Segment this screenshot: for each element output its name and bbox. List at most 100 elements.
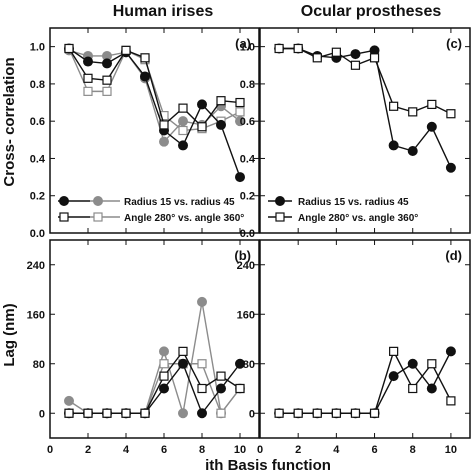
data-point	[178, 116, 188, 127]
data-point	[216, 408, 226, 418]
panel-label: (b)	[234, 248, 251, 263]
panel-label: (d)	[445, 248, 462, 263]
data-point	[350, 408, 361, 418]
y-tick-label: 240	[237, 260, 255, 272]
data-point	[216, 371, 226, 381]
y-axis-title-bottom: Lag (nm)	[1, 303, 18, 366]
plot-frame	[259, 239, 471, 439]
data-point	[235, 116, 245, 127]
data-point	[121, 408, 131, 418]
data-point	[140, 408, 150, 418]
legend-marker	[93, 196, 103, 206]
legend-marker	[275, 196, 285, 206]
data-point	[408, 383, 418, 394]
data-point	[216, 119, 226, 130]
column-title-human-irises: Human irises	[113, 3, 214, 20]
panel-c: 0.0 0.2 0.4 0.6 0.8 1.0 (c) Radius 15 vs. radiu…	[240, 27, 471, 240]
series-line	[279, 349, 452, 414]
data-point	[102, 86, 112, 96]
plot-frame	[259, 27, 471, 234]
y-tick-label: 240	[27, 260, 45, 272]
x-tick-label: 10	[445, 444, 457, 456]
data-point	[331, 47, 341, 57]
data-point	[83, 408, 93, 418]
legend-label-angle: Angle 280° vs. angle 360°	[298, 213, 418, 224]
data-point	[178, 125, 188, 136]
data-point	[64, 395, 74, 406]
data-point	[235, 97, 245, 108]
data-point	[159, 346, 169, 357]
panel-a: 0.00.20.40.60.81.0 (a)Radius 15 vs. radiu…	[30, 27, 260, 240]
data-point	[197, 383, 207, 394]
data-point	[389, 101, 399, 111]
data-point	[293, 43, 303, 54]
y-tick-label: 0.8	[30, 79, 45, 91]
data-point	[426, 121, 437, 132]
data-point	[235, 383, 245, 394]
data-point	[293, 408, 303, 418]
data-point	[235, 358, 245, 369]
panel-d: 0 2 4 6 8 10 0 80 160 240 (d)	[237, 239, 471, 456]
data-point	[216, 96, 226, 106]
series-line	[68, 48, 241, 132]
x-tick-label: 2	[295, 444, 301, 456]
data-point	[312, 53, 322, 63]
data-point	[178, 140, 188, 151]
data-point	[178, 103, 188, 113]
x-tick-label: 0	[47, 444, 53, 456]
y-tick-label: 0	[39, 408, 45, 420]
data-point	[445, 162, 456, 173]
y-tick-label: 80	[33, 359, 45, 371]
data-point	[64, 408, 74, 418]
data-point	[159, 110, 169, 121]
x-axis-title: ith Basis function	[205, 457, 331, 474]
series-line	[279, 351, 452, 414]
data-point	[83, 86, 93, 96]
legend-marker	[59, 212, 69, 222]
x-tick-label: 6	[161, 444, 167, 456]
data-point	[446, 396, 456, 406]
legend-marker	[93, 212, 103, 222]
y-tick-label: 0.0	[240, 228, 255, 240]
y-tick-label: 80	[243, 359, 255, 371]
plot-frame	[49, 27, 260, 234]
data-point	[388, 371, 399, 382]
data-point	[159, 136, 169, 147]
data-point	[235, 172, 245, 183]
legend-label-radius: Radius 15 vs. radius 45	[298, 197, 409, 208]
data-point	[426, 383, 437, 394]
data-point	[140, 71, 150, 82]
y-tick-label: 0.2	[30, 191, 45, 203]
data-point	[274, 408, 284, 418]
data-point	[83, 73, 93, 83]
x-tick-label: 6	[371, 444, 377, 456]
x-tick-label: 4	[123, 444, 130, 456]
series-line	[68, 49, 241, 144]
y-tick-label: 160	[27, 309, 45, 321]
data-point	[274, 43, 284, 54]
data-point	[64, 43, 74, 54]
legend-marker	[59, 196, 69, 206]
y-tick-label: 0.6	[240, 116, 255, 128]
x-tick-label: 0	[257, 444, 263, 456]
x-tick-label: 2	[85, 444, 91, 456]
data-point	[407, 358, 418, 369]
data-point	[102, 75, 112, 85]
legend-label-radius: Radius 15 vs. radius 45	[124, 197, 235, 208]
data-point	[312, 408, 322, 418]
data-point	[197, 99, 207, 110]
column-title-ocular-prostheses: Ocular prostheses	[301, 3, 442, 20]
panels: 0.00.20.40.60.81.0 (a)Radius 15 vs. radiu…	[27, 27, 471, 456]
data-point	[197, 408, 207, 419]
y-tick-label: 0.4	[30, 153, 46, 165]
y-axis-title-top: Cross- correlation	[1, 57, 18, 186]
data-point	[197, 122, 207, 132]
data-point	[102, 58, 112, 69]
legend-marker	[275, 212, 285, 222]
data-point	[197, 296, 207, 307]
data-point	[121, 45, 131, 55]
data-point	[197, 359, 207, 369]
y-tick-label: 0	[249, 408, 255, 420]
data-point	[427, 359, 437, 369]
